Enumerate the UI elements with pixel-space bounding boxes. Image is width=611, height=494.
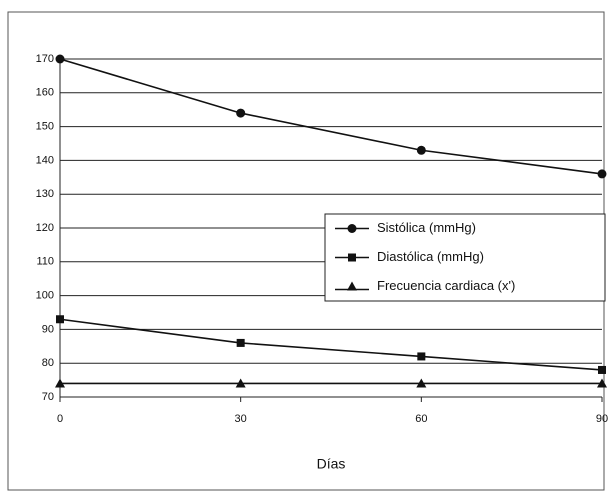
point: [56, 315, 64, 324]
y-tick-label: 150: [36, 121, 54, 133]
series-line: [59, 58, 603, 175]
x-tick-label: 60: [415, 413, 427, 425]
legend-label: Diastólica (mmHg): [377, 249, 484, 264]
legend-marker: [347, 281, 357, 291]
point: [416, 145, 426, 155]
y-tick-label: 80: [42, 357, 54, 369]
point: [236, 108, 246, 118]
legend-marker: [348, 253, 356, 262]
point: [416, 378, 427, 388]
y-tick-label: 140: [36, 154, 54, 166]
y-tick-label: 100: [36, 290, 54, 302]
y-tick-label: 120: [36, 222, 54, 234]
series-line: [59, 318, 603, 371]
x-tick-label: 0: [57, 413, 63, 425]
x-tick-label: 90: [596, 413, 608, 425]
point: [417, 352, 426, 361]
point: [55, 54, 65, 64]
y-tick-label: 110: [36, 256, 54, 268]
legend-label: Sistólica (mmHg): [377, 220, 476, 235]
point: [597, 378, 607, 388]
x-axis-label: Días: [317, 456, 346, 472]
point: [598, 365, 606, 374]
legend-marker: [347, 224, 357, 233]
point: [597, 169, 607, 179]
y-tick-label: 70: [42, 391, 54, 403]
x-tick-label: 30: [235, 413, 247, 425]
y-tick-label: 130: [36, 188, 54, 200]
point: [235, 378, 246, 388]
y-tick-label: 160: [36, 87, 54, 99]
legend-label: Frecuencia cardiaca (x'): [377, 278, 515, 293]
point: [55, 378, 65, 388]
legend-box: [324, 213, 606, 302]
y-tick-label: 170: [36, 53, 54, 65]
y-tick-label: 90: [42, 323, 54, 335]
point: [236, 338, 245, 347]
